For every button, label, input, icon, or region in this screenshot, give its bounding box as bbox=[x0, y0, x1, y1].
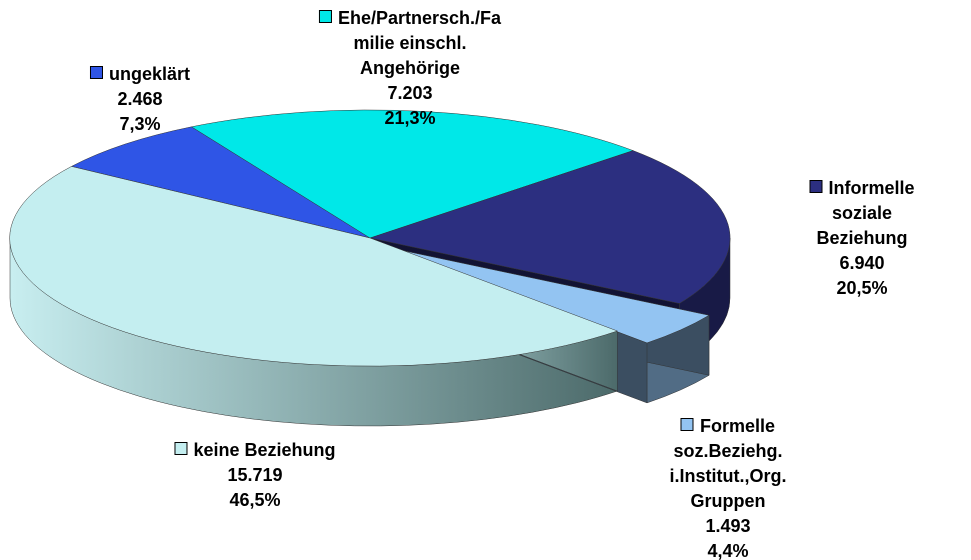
pie-slice bbox=[369, 150, 731, 304]
pie-slice bbox=[399, 249, 710, 344]
legend-marker bbox=[809, 180, 823, 193]
legend-marker bbox=[174, 442, 188, 455]
data-label: keine Beziehung 15.719 46,5% bbox=[174, 438, 336, 513]
legend-marker bbox=[89, 66, 103, 79]
count-label: 15.719 bbox=[227, 465, 283, 485]
count-label: 1.493 bbox=[705, 516, 751, 536]
data-label: ungeklärt 2.468 7,3% bbox=[89, 62, 191, 137]
data-label: Formelle soz.Beziehg. i.Institut.,Org. G… bbox=[670, 414, 787, 560]
pie-slice bbox=[190, 109, 634, 239]
percent-label: 4,4% bbox=[707, 541, 749, 560]
count-label: 7.203 bbox=[387, 83, 433, 103]
category-label: Formelle soz.Beziehg. i.Institut.,Org. G… bbox=[669, 416, 787, 511]
category-label: Ehe/Partnersch./Fa milie einschl. Angehö… bbox=[337, 8, 502, 78]
pie-slice bbox=[70, 126, 371, 239]
category-label: keine Beziehung bbox=[193, 440, 336, 460]
percent-label: 7,3% bbox=[119, 114, 161, 134]
count-label: 6.940 bbox=[839, 253, 885, 273]
legend-marker bbox=[680, 418, 694, 431]
percent-label: 20,5% bbox=[836, 278, 888, 298]
percent-label: 21,3% bbox=[384, 108, 436, 128]
data-label: Informelle soziale Beziehung 6.940 20,5% bbox=[808, 176, 917, 301]
category-label: ungeklärt bbox=[108, 64, 191, 84]
percent-label: 46,5% bbox=[229, 490, 281, 510]
count-label: 2.468 bbox=[117, 89, 163, 109]
pie-slice bbox=[9, 166, 619, 367]
legend-marker bbox=[318, 10, 332, 23]
data-label: Ehe/Partnersch./Fa milie einschl. Angehö… bbox=[318, 6, 502, 131]
category-label: Informelle soziale Beziehung bbox=[816, 178, 915, 248]
